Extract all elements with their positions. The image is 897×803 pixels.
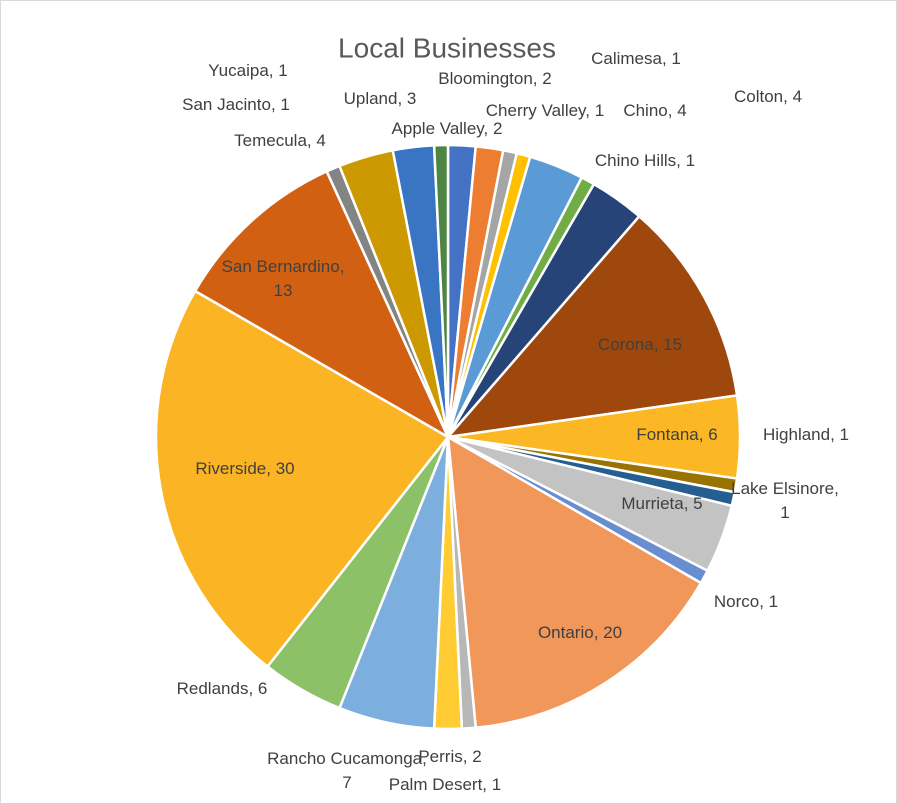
label-value: 1: [595, 101, 604, 120]
label-category: Highland: [763, 425, 830, 444]
label-value: 13: [274, 281, 293, 300]
label-value: 1: [769, 592, 778, 611]
label-category: Palm Desert: [389, 775, 483, 794]
data-label: Calimesa, 1: [591, 49, 681, 68]
pie-slice: [446, 434, 703, 730]
data-label: Ontario, 20: [538, 623, 622, 642]
label-category: Chino Hills: [595, 151, 676, 170]
label-value: 6: [258, 679, 267, 698]
label-category: Fontana: [636, 425, 699, 444]
label-category: Colton: [734, 87, 783, 106]
pie-slice: [193, 169, 451, 441]
data-label: Yucaipa, 1: [208, 61, 287, 80]
label-category: Bloomington: [438, 69, 533, 88]
label-category: Norco: [714, 592, 759, 611]
label-category: Ontario: [538, 623, 594, 642]
label-category: Perris: [418, 747, 462, 766]
label-value: 4: [677, 101, 686, 120]
data-label: Redlands, 6: [177, 679, 268, 698]
label-category: Cherry Valley: [486, 101, 587, 120]
data-label: Bloomington, 2: [438, 69, 551, 88]
pie-slice: [444, 214, 739, 439]
label-value: 7: [342, 773, 351, 792]
label-value: 30: [276, 459, 295, 478]
label-value: 2: [472, 747, 481, 766]
data-label: Corona, 15: [598, 335, 682, 354]
label-value: 4: [316, 131, 325, 150]
label-category: Apple Valley: [392, 119, 486, 138]
label-value: 15: [663, 335, 682, 354]
data-label: Cherry Valley, 1: [486, 101, 604, 120]
label-category: Redlands: [177, 679, 249, 698]
label-category: Upland: [344, 89, 398, 108]
label-value: 1: [280, 95, 289, 114]
label-value: 2: [542, 69, 551, 88]
data-label: Chino, 4: [623, 101, 686, 120]
data-label: Murrieta, 5: [621, 494, 702, 513]
data-label: San Bernardino, 13: [222, 257, 345, 300]
label-value: 1: [686, 151, 695, 170]
label-category: Rancho Cucamonga: [267, 749, 423, 768]
label-value: 4: [793, 87, 802, 106]
data-label: San Jacinto, 1: [182, 95, 290, 114]
label-category: Riverside: [195, 459, 266, 478]
label-value: 1: [780, 503, 789, 522]
data-label: Colton, 4: [734, 87, 802, 106]
chart-title: Local Businesses: [338, 32, 556, 63]
data-label: Temecula, 4: [234, 131, 326, 150]
label-category: Lake Elsinore: [731, 479, 834, 498]
label-value: 20: [603, 623, 622, 642]
data-label: Palm Desert, 1: [389, 775, 501, 794]
pie-slice: [432, 143, 450, 438]
pie-slice: [154, 289, 450, 669]
data-label: Chino Hills, 1: [595, 151, 695, 170]
label-category: Yucaipa: [208, 61, 269, 80]
label-value: 1: [671, 49, 680, 68]
data-label: Lake Elsinore, 1: [731, 479, 839, 522]
label-category: Corona: [598, 335, 654, 354]
data-label: Apple Valley, 2: [392, 119, 503, 138]
label-value: 1: [278, 61, 287, 80]
label-value: 6: [708, 425, 717, 444]
label-value: 1: [492, 775, 501, 794]
label-value: 3: [407, 89, 416, 108]
data-label: Rancho Cucamonga, 7: [267, 749, 427, 792]
label-value: 1: [840, 425, 849, 444]
label-value: 2: [493, 119, 502, 138]
label-category: Calimesa: [591, 49, 662, 68]
label-category: Chino: [623, 101, 667, 120]
label-value: 5: [693, 494, 702, 513]
label-category: San Bernardino: [222, 257, 340, 276]
data-label: Riverside, 30: [195, 459, 294, 478]
label-category: Murrieta: [621, 494, 684, 513]
data-label: Upland, 3: [344, 89, 417, 108]
data-label: Fontana, 6: [636, 425, 717, 444]
data-label: Norco, 1: [714, 592, 778, 611]
data-label: Perris, 2: [418, 747, 481, 766]
data-label: Highland, 1: [763, 425, 849, 444]
label-category: Temecula: [234, 131, 307, 150]
label-category: San Jacinto: [182, 95, 271, 114]
